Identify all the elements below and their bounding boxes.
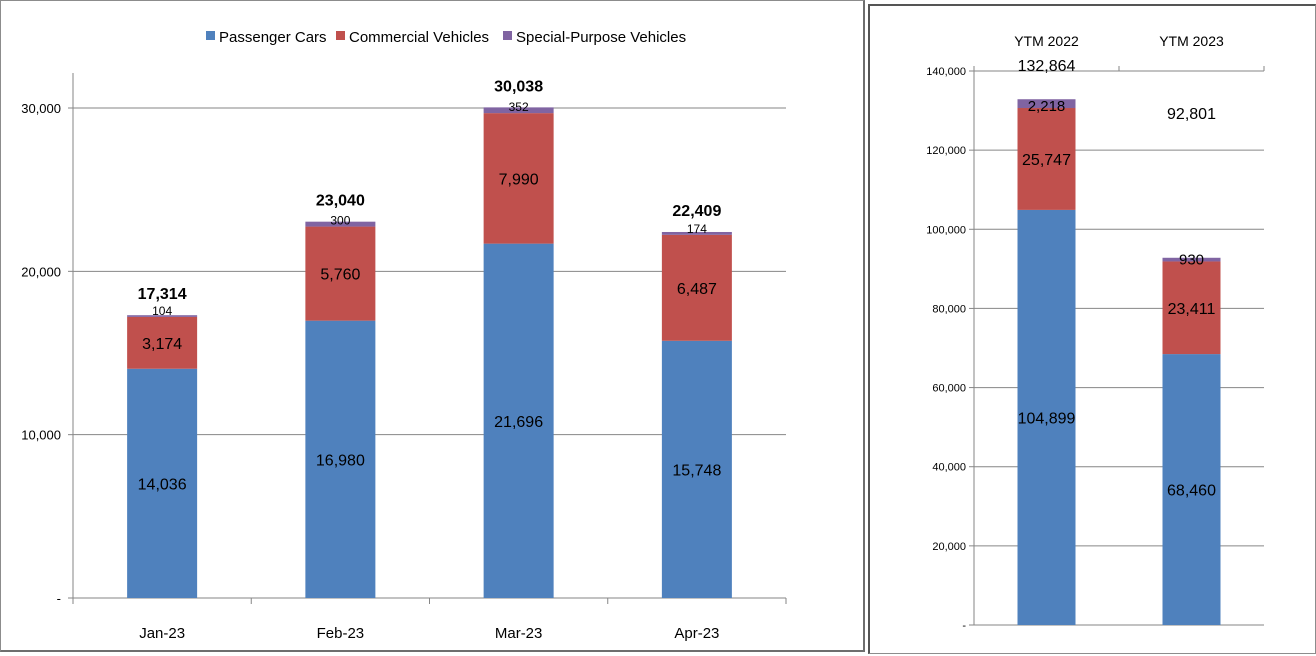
data-label-passenger-cars: 15,748: [672, 462, 721, 479]
legend-label: Special-Purpose Vehicles: [516, 29, 686, 46]
data-label-total: 22,409: [672, 203, 721, 220]
data-label-special-purpose-vehicles: 174: [687, 222, 707, 236]
data-label-commercial-vehicles: 7,990: [499, 171, 539, 188]
legend-swatch: [503, 31, 512, 40]
data-label-special-purpose-vehicles: 2,218: [1028, 98, 1066, 115]
y-tick-label: 30,000: [21, 101, 61, 116]
data-label-total: 132,864: [1018, 58, 1076, 75]
y-tick-label: -: [962, 620, 966, 632]
data-label-total: 92,801: [1167, 106, 1216, 123]
data-label-special-purpose-vehicles: 104: [152, 304, 172, 318]
data-label-special-purpose-vehicles: 352: [509, 100, 529, 114]
data-label-total: 17,314: [138, 286, 187, 303]
y-tick-label: 100,000: [926, 224, 966, 236]
y-tick-label: -: [57, 591, 61, 606]
monthly-stacked-bar-chart: -10,00020,00030,000Jan-2314,0363,1741041…: [21, 29, 787, 642]
bar-passenger-cars: [661, 340, 732, 598]
data-label-special-purpose-vehicles: 930: [1179, 251, 1204, 268]
bar-commercial-vehicles: [483, 113, 554, 244]
bar-passenger-cars: [483, 243, 554, 598]
legend-label: Commercial Vehicles: [349, 29, 489, 46]
bar-special-purpose-vehicles: [1017, 99, 1076, 109]
y-tick-label: 80,000: [932, 303, 966, 315]
legend-swatch: [206, 31, 215, 40]
data-label-special-purpose-vehicles: 300: [330, 214, 350, 228]
legend-swatch: [336, 31, 345, 40]
bar-commercial-vehicles: [305, 226, 376, 321]
x-tick-label: YTM 2022: [1014, 33, 1079, 49]
bar-commercial-vehicles: [1017, 108, 1076, 210]
ytm-chart-panel: - 20,000 40,000 60,000 80,000 100,000 120,000 1…: [868, 4, 1316, 654]
data-label-total: 23,040: [316, 193, 365, 210]
x-tick-label: YTM 2023: [1159, 33, 1224, 49]
data-label-commercial-vehicles: 25,747: [1022, 152, 1071, 169]
data-label-commercial-vehicles: 23,411: [1168, 301, 1216, 318]
y-tick-label: 140,000: [926, 66, 966, 78]
x-tick-label: Apr-23: [674, 625, 719, 642]
data-label-passenger-cars: 14,036: [138, 476, 187, 493]
bar-passenger-cars: [127, 368, 198, 598]
ytm-stacked-bar-chart: - 20,000 40,000 60,000 80,000 100,000 120,000 1…: [926, 33, 1265, 632]
bar-passenger-cars: [305, 320, 376, 598]
data-label-commercial-vehicles: 6,487: [677, 281, 717, 298]
bar-passenger-cars: [1162, 354, 1221, 625]
y-tick-label: 120,000: [926, 145, 966, 157]
y-tick-label: 20,000: [21, 264, 61, 279]
data-label-commercial-vehicles: 5,760: [320, 267, 360, 284]
bar-special-purpose-vehicles: [127, 315, 198, 317]
legend-label: Passenger Cars: [219, 29, 327, 46]
data-label-passenger-cars: 16,980: [316, 452, 365, 469]
data-label-passenger-cars: 68,460: [1167, 483, 1216, 500]
bar-commercial-vehicles: [127, 316, 198, 369]
bar-special-purpose-vehicles: [483, 107, 554, 114]
data-label-passenger-cars: 104,899: [1018, 410, 1076, 427]
data-label-commercial-vehicles: 3,174: [142, 336, 182, 353]
y-tick-label: 10,000: [21, 428, 61, 443]
bar-commercial-vehicles: [661, 234, 732, 341]
bar-special-purpose-vehicles: [1162, 257, 1221, 262]
data-label-passenger-cars: 21,696: [494, 414, 543, 431]
monthly-chart-panel: -10,000 20,000 30,000 Jan-23 14,036 3,174 104 1…: [0, 0, 865, 652]
x-tick-label: Jan-23: [139, 625, 185, 642]
data-label-total: 30,038: [494, 78, 543, 95]
bar-special-purpose-vehicles: [661, 231, 732, 235]
y-tick-label: 60,000: [932, 383, 966, 395]
x-tick-label: Feb-23: [317, 625, 365, 642]
x-tick-label: Mar-23: [495, 625, 543, 642]
bar-special-purpose-vehicles: [305, 221, 376, 227]
bar-passenger-cars: [1017, 209, 1076, 626]
y-tick-label: 40,000: [932, 462, 966, 474]
y-tick-label: 20,000: [932, 541, 966, 553]
bar-commercial-vehicles: [1162, 261, 1221, 355]
